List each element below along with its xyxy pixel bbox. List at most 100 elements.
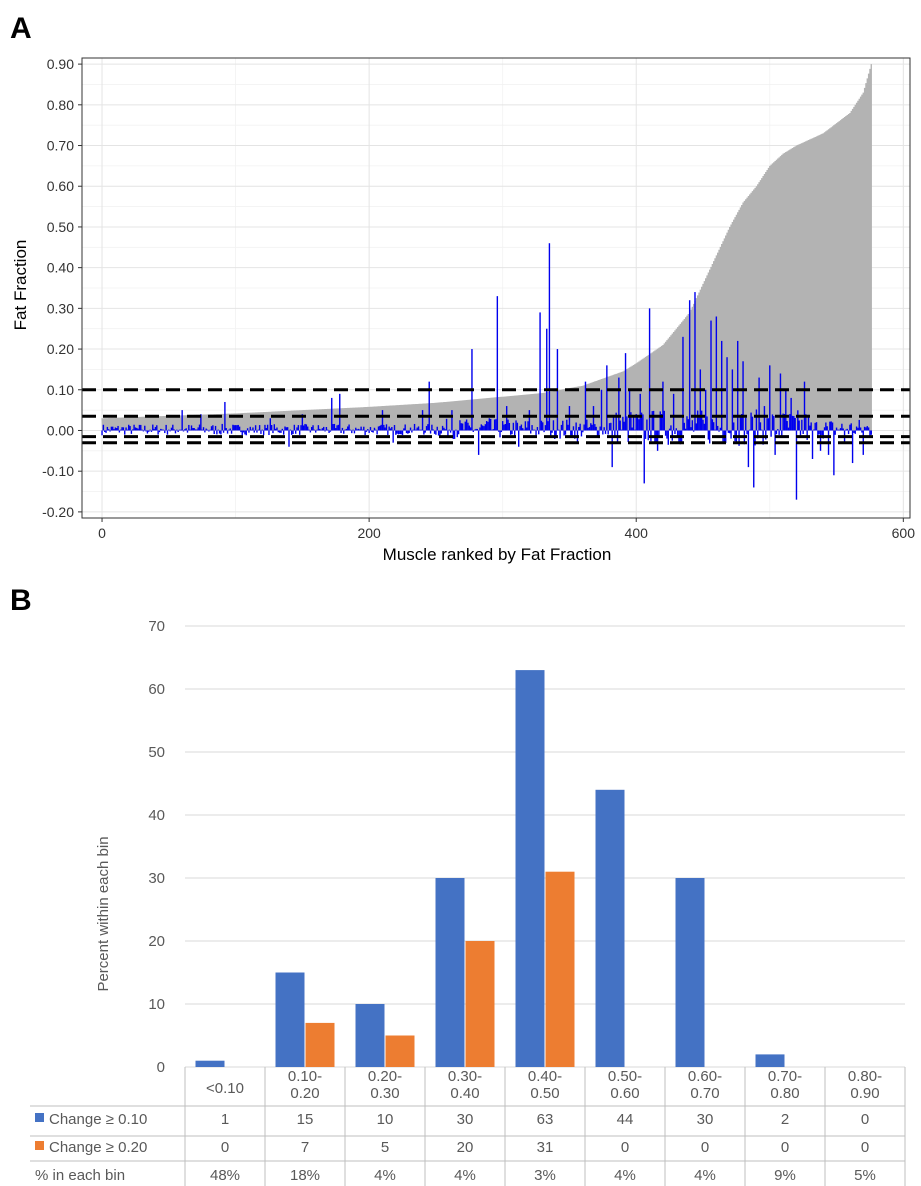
chart-a-change-bar <box>810 422 812 431</box>
chart-a-change-bar <box>209 429 211 431</box>
chart-b-series-name: Change ≥ 0.20 <box>49 1139 147 1156</box>
chart-b-legend-swatch <box>35 1113 44 1122</box>
chart-a-change-bar <box>331 397 333 431</box>
chart-a-change-bar <box>520 424 523 431</box>
chart-a-change-bar <box>842 428 844 431</box>
chart-a-change-bar <box>686 416 688 431</box>
chart-a-change-bar <box>104 430 106 432</box>
chart-a-change-bar <box>317 425 320 431</box>
chart-a-change-bar <box>707 430 710 440</box>
chart-a-change-bar <box>154 426 157 431</box>
chart-a-change-bar <box>404 424 406 431</box>
chart-a-change-bar <box>169 430 171 432</box>
chart-a-change-bar <box>367 429 369 431</box>
chart-a-change-bar <box>822 430 824 439</box>
chart-a-change-bar <box>383 424 385 431</box>
chart-b-y-tick-label: 0 <box>157 1059 165 1076</box>
chart-a-change-bar <box>688 300 691 431</box>
chart-a-change-bar <box>518 430 520 447</box>
chart-a-change-bar <box>328 430 330 433</box>
chart-a-change-bar <box>254 425 257 431</box>
chart-a-change-bar <box>465 419 468 431</box>
chart-a-change-bar <box>567 424 569 431</box>
chart-a-change-bar <box>751 416 754 431</box>
chart-a-change-bar <box>670 425 672 431</box>
chart-a-change-bar <box>660 414 663 431</box>
chart-a-change-bar <box>715 316 718 431</box>
chart-a-change-bar <box>706 416 708 431</box>
chart-a-change-bar <box>607 430 609 435</box>
chart-a-change-bar <box>379 425 381 431</box>
chart-a-change-bar <box>571 430 573 437</box>
chart-b-data-label: 0 <box>701 1139 709 1156</box>
chart-a-change-bar <box>315 430 317 433</box>
chart-a-change-bar <box>376 430 378 435</box>
chart-a-change-bar <box>321 428 324 431</box>
chart-a-change-bar <box>759 422 762 431</box>
chart-a-change-bar <box>385 424 388 431</box>
chart-a-change-bar <box>408 430 410 433</box>
chart-a-change-bar <box>869 430 871 436</box>
chart-a-change-bar <box>850 423 852 431</box>
chart-a-change-bar <box>182 430 185 432</box>
chart-a-change-bar <box>437 430 440 436</box>
chart-a-change-bar <box>181 410 183 431</box>
chart-a-change-bar <box>522 428 524 431</box>
chart-a-change-bar <box>587 427 589 431</box>
chart-a-change-bar <box>288 430 290 447</box>
chart-a-change-bar <box>668 428 671 431</box>
chart-a-change-bar <box>825 422 827 431</box>
chart-b-bar <box>435 878 465 1067</box>
chart-a-change-bar <box>214 425 217 431</box>
chart-a-change-bar <box>479 427 481 431</box>
chart-a-change-bar <box>699 369 702 431</box>
chart-a-change-bar <box>357 428 360 431</box>
chart-a-change-bar <box>696 410 699 431</box>
chart-b-bars <box>195 670 785 1067</box>
chart-a-change-bar <box>184 429 186 431</box>
chart-a-change-bar <box>297 425 300 431</box>
chart-a-change-bar <box>174 430 177 434</box>
chart-a-change-bar <box>132 429 134 431</box>
chart-a-change-bar <box>837 429 839 431</box>
chart-a-change-bar <box>222 430 225 433</box>
chart-a-change-bar <box>158 430 161 433</box>
chart-a-change-bar <box>781 430 783 437</box>
chart-a-change-bar <box>126 429 129 431</box>
chart-a-change-bar <box>236 425 238 431</box>
chart-a-change-bar <box>797 410 799 431</box>
chart-a-change-bar <box>658 430 660 437</box>
chart-a-change-bar <box>714 429 716 431</box>
chart-a-change-bar <box>495 419 497 431</box>
chart-a-change-bar <box>492 429 495 431</box>
chart-a-change-bar <box>698 417 700 431</box>
chart-a-change-bar <box>393 425 396 431</box>
chart-a-change-bar <box>368 430 370 433</box>
chart-a-change-bar <box>190 425 193 431</box>
chart-b-y-ticks: 0 10 20 30 40 50 60 70 <box>148 618 165 1076</box>
chart-a-change-bar <box>413 423 416 431</box>
chart-a-change-bar <box>809 425 811 431</box>
chart-a-change-bar <box>114 427 117 431</box>
chart-a-change-bar <box>618 377 620 431</box>
chart-a-change-bar <box>296 427 298 431</box>
chart-a-change-bar <box>855 426 858 431</box>
chart-a-change-bar <box>412 429 414 431</box>
chart-a-change-bar <box>365 430 368 432</box>
chart-b-y-tick-label: 60 <box>148 681 165 698</box>
chart-a-change-bar <box>196 429 198 431</box>
chart-b-y-axis-label: Percent within each bin <box>95 836 112 991</box>
chart-a-change-bar <box>449 430 452 433</box>
chart-a-change-bar <box>802 430 804 434</box>
chart-a-change-bar <box>782 413 784 431</box>
chart-a-change-bar <box>436 426 438 431</box>
chart-a-change-bar <box>612 416 615 431</box>
chart-a-change-bar <box>461 423 464 431</box>
chart-a-change-bar <box>584 381 587 431</box>
chart-a-change-bar <box>639 393 641 431</box>
chart-a-change-bar <box>407 430 409 434</box>
chart-b-percent-label: 48% <box>210 1167 240 1184</box>
chart-a-change-bar <box>769 365 771 431</box>
chart-a-change-bar <box>716 425 719 431</box>
chart-a-change-bar <box>185 428 187 431</box>
